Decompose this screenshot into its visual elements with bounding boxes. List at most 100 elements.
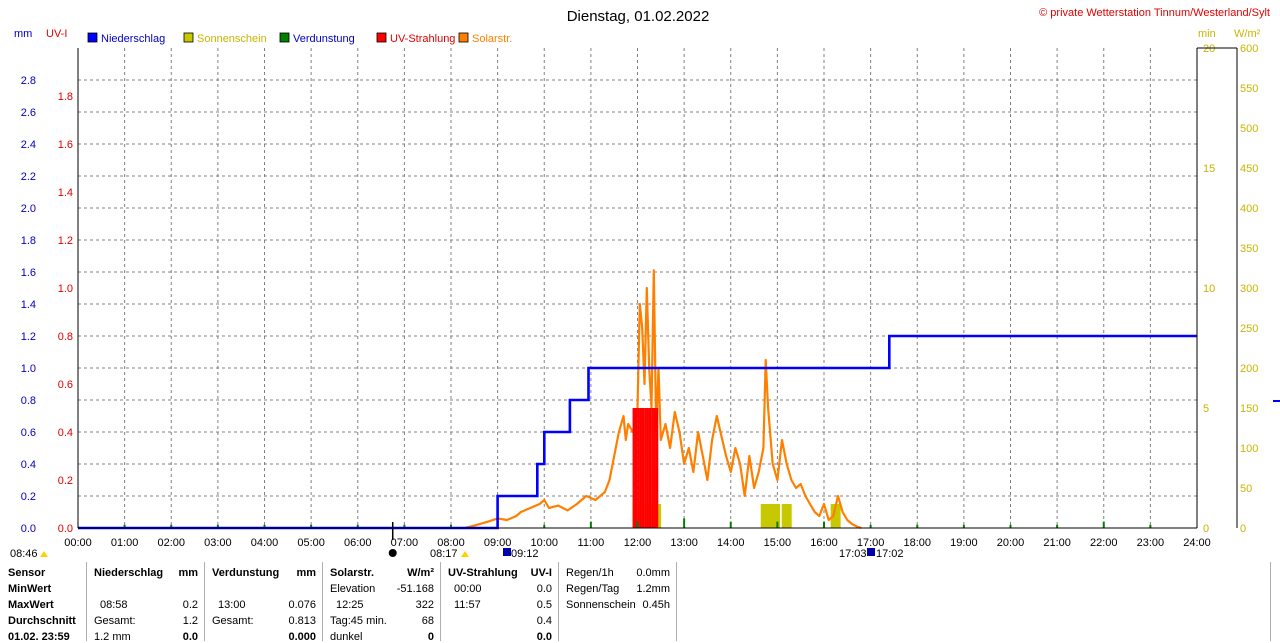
y-wm2-tick-11: 550 [1240, 83, 1258, 95]
legend-swatch-2 [279, 32, 290, 43]
stats-rain-day-label: Regen/Tag [566, 583, 620, 595]
stats-rain-1h-label: Regen/1h [566, 567, 614, 579]
x-tick-label-4: 04:00 [251, 537, 279, 549]
chart-plot-area [78, 269, 1197, 530]
stats-col-niederschlag: Niederschlag mm 08:58 0.2 Gesamt: 1.2 1.… [86, 562, 205, 643]
event-sunset-a: 17:03 [839, 548, 867, 560]
x-tick-label-13: 13:00 [670, 537, 698, 549]
solar-series-line [464, 269, 862, 530]
x-tick-label-19: 19:00 [950, 537, 978, 549]
x-tick-label-18: 18:00 [903, 537, 931, 549]
y-min-tick-4: 20 [1203, 43, 1215, 55]
sunset-box-icon [867, 548, 875, 556]
axis-unit-uvi: UV-I [46, 28, 67, 40]
y-mm-tick-4: 0.8 [21, 395, 36, 407]
stats-niederschlag-max-value: 0.2 [182, 599, 198, 611]
event-start-time: 08:46 [10, 548, 38, 560]
chart-axes: 00:00 01:00 02:00 03:00 04:00 05:00 06:00 07:00… [21, 43, 1280, 549]
y-wm2-tick-12: 600 [1240, 43, 1258, 55]
stats-verdunstung-day-value: 0.000 [288, 631, 316, 643]
uv-bar-1 [634, 408, 638, 528]
y-wm2-tick-5: 250 [1240, 323, 1258, 335]
stats-solar-max-value: 322 [415, 599, 434, 611]
stats-rain-day-value: 1.2mm [636, 583, 670, 595]
stats-sunshine-value: 0.45h [642, 599, 670, 611]
stats-unit-verdunstung: mm [296, 567, 316, 579]
y-mm-tick-11: 2.2 [21, 171, 36, 183]
legend-label-2: Verdunstung [293, 33, 355, 45]
y-mm-tick-14: 2.8 [21, 75, 36, 87]
y-wm2-tick-0: 0 [1240, 523, 1246, 535]
stats-unit-uv: UV-I [530, 567, 552, 579]
event-sunrise-time: 08:17 [430, 548, 458, 560]
legend-swatch-3 [376, 32, 387, 43]
y-uvi-tick-0: 0.0 [58, 523, 73, 535]
x-tick-label-20: 20:00 [997, 537, 1025, 549]
stats-col-verdunstung: Verdunstung mm 13:00 0.076 Gesamt: 0.813… [204, 562, 323, 643]
y-mm-tick-0: 0.0 [21, 523, 36, 535]
y-uvi-tick-3: 0.6 [58, 379, 73, 391]
y-min-tick-0: 0 [1203, 523, 1209, 535]
x-tick-label-22: 22:00 [1090, 537, 1118, 549]
sunshine-bar-3 [760, 504, 771, 528]
stats-label-min: MinWert [8, 583, 52, 595]
legend-label-0: Niederschlag [101, 33, 165, 45]
y-mm-tick-9: 1.8 [21, 235, 36, 247]
x-tick-label-8: 08:00 [437, 537, 465, 549]
y-uvi-tick-8: 1.6 [58, 139, 73, 151]
stats-solar-elevation-label: Elevation [330, 583, 376, 595]
uv-bar-5 [644, 408, 647, 528]
event-sunset-b: 17:02 [876, 548, 904, 560]
axis-unit-mm: mm [14, 28, 32, 40]
stats-header-verdunstung: Verdunstung [212, 567, 280, 579]
stats-header-sensor: Sensor [8, 567, 46, 579]
stats-col-sensor: Sensor MinWert MaxWert Durchschnitt 01.0… [0, 562, 87, 643]
y-mm-tick-2: 0.4 [21, 459, 36, 471]
stats-unit-solar: W/m² [407, 567, 434, 579]
y-mm-tick-13: 2.6 [21, 107, 36, 119]
stats-solar-elevation-value: -51.168 [396, 583, 434, 595]
stats-verdunstung-max-time: 13:00 [218, 599, 246, 611]
axis-unit-wm2: W/m² [1234, 28, 1261, 40]
stats-verdunstung-max-value: 0.076 [288, 599, 316, 611]
y-wm2-tick-7: 350 [1240, 243, 1258, 255]
sunshine-bar-4 [770, 504, 781, 528]
x-tick-label-16: 16:00 [810, 537, 838, 549]
uv-bar-0 [632, 408, 635, 528]
x-tick-label-11: 11:00 [578, 537, 605, 549]
stats-solar-day-label: Tag:45 min. [330, 615, 387, 627]
y-wm2-tick-1: 50 [1240, 483, 1252, 495]
stats-col-summary: Regen/1h 0.0mm Regen/Tag 1.2mm Sonnensch… [558, 562, 677, 641]
y-wm2-tick-10: 500 [1240, 123, 1258, 135]
y-wm2-tick-2: 100 [1240, 443, 1258, 455]
x-tick-label-15: 15:00 [764, 537, 792, 549]
y-mm-tick-8: 1.6 [21, 267, 36, 279]
weather-chart: Dienstag, 01.02.2022 © private Wettersta… [10, 7, 1280, 560]
y-mm-tick-3: 0.6 [21, 427, 36, 439]
station-credit: © private Wetterstation Tinnum/Westerlan… [1039, 7, 1270, 19]
y-wm2-tick-9: 450 [1240, 163, 1258, 175]
stats-uv-min-value: 0.0 [536, 583, 552, 595]
y-uvi-tick-7: 1.4 [58, 187, 73, 199]
y-uvi-tick-2: 0.4 [58, 427, 73, 439]
x-tick-label-9: 09:00 [484, 537, 512, 549]
legend-swatch-1 [183, 32, 194, 43]
y-mm-tick-10: 2.0 [21, 203, 36, 215]
legend-label-3: UV-Strahlung [390, 33, 455, 45]
x-tick-label-7: 07:00 [391, 537, 419, 549]
stats-niederschlag-total-value: 1.2 [182, 615, 198, 627]
stats-solar-dark-label: dunkel [330, 631, 363, 643]
y-min-tick-1: 5 [1203, 403, 1209, 415]
x-tick-label-5: 05:00 [297, 537, 325, 549]
y-uvi-tick-4: 0.8 [58, 331, 73, 343]
uv-bar-3 [639, 408, 642, 528]
y-uvi-tick-1: 0.2 [58, 475, 73, 487]
y-uvi-tick-9: 1.8 [58, 91, 73, 103]
stats-col-uv: UV-Strahlung UV-I 00:00 0.0 11:57 0.5 0.… [440, 562, 559, 643]
x-tick-label-10: 10:00 [530, 537, 558, 549]
legend-label-1: Sonnenschein [197, 33, 267, 45]
x-tick-label-12: 12:00 [624, 537, 652, 549]
x-tick-label-24: 24:00 [1183, 537, 1211, 549]
sun-start-icon [40, 551, 48, 557]
uv-bar-7 [648, 408, 652, 528]
